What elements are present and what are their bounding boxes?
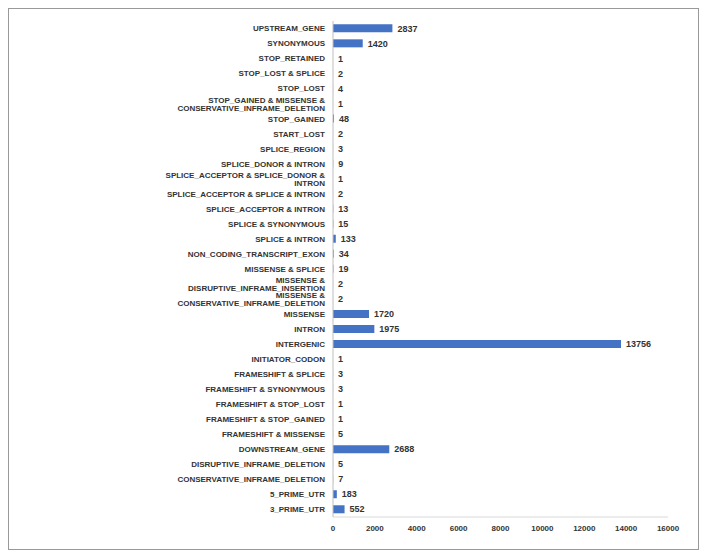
- svg-text:12000: 12000: [573, 524, 596, 533]
- svg-text:STOP_GAINED: STOP_GAINED: [268, 115, 325, 124]
- svg-text:183: 183: [342, 489, 357, 499]
- svg-text:CONSERVATIVE_INFRAME_DELETION: CONSERVATIVE_INFRAME_DELETION: [177, 475, 325, 484]
- svg-text:1: 1: [338, 354, 343, 364]
- svg-text:MISSENSE: MISSENSE: [284, 310, 326, 319]
- svg-text:5_PRIME_UTR: 5_PRIME_UTR: [270, 490, 325, 499]
- svg-text:INITIATOR_CODON: INITIATOR_CODON: [252, 355, 326, 364]
- svg-text:INTRON: INTRON: [294, 325, 325, 334]
- svg-text:2: 2: [338, 294, 343, 304]
- svg-text:133: 133: [341, 234, 356, 244]
- html-text:MISSENSE &: MISSENSE &: [275, 275, 325, 285]
- svg-text:MISSENSE &CONSERVATIVE_INFRAME: MISSENSE &CONSERVATIVE_INFRAME_DELETION: [177, 291, 325, 308]
- svg-text:1720: 1720: [374, 309, 394, 319]
- svg-text:FRAMESHIFT & MISSENSE: FRAMESHIFT & MISSENSE: [222, 430, 326, 439]
- svg-text:3_PRIME_UTR: 3_PRIME_UTR: [270, 505, 325, 514]
- svg-text:SPLICE & INTRON: SPLICE & INTRON: [255, 235, 325, 244]
- svg-text:SPLICE_ACCEPTOR & SPLICE & INT: SPLICE_ACCEPTOR & SPLICE & INTRON: [167, 190, 325, 199]
- svg-text:13: 13: [338, 204, 348, 214]
- svg-text:1420: 1420: [368, 39, 388, 49]
- svg-text:STOP_RETAINED: STOP_RETAINED: [259, 54, 326, 63]
- svg-text:19: 19: [338, 264, 348, 274]
- svg-text:1: 1: [338, 414, 343, 424]
- svg-text:2688: 2688: [394, 444, 414, 454]
- svg-text:1: 1: [338, 54, 343, 64]
- svg-text:3: 3: [338, 369, 343, 379]
- svg-text:2837: 2837: [397, 24, 417, 34]
- svg-text:5: 5: [338, 459, 343, 469]
- svg-text:2: 2: [338, 69, 343, 79]
- svg-text:8000: 8000: [492, 524, 510, 533]
- svg-text:STOP_LOST: STOP_LOST: [278, 84, 326, 93]
- svg-text:FRAMESHIFT & SYNONYMOUS: FRAMESHIFT & SYNONYMOUS: [205, 385, 325, 394]
- svg-text:SPLICE_DONOR & INTRON: SPLICE_DONOR & INTRON: [221, 160, 325, 169]
- svg-text:MISSENSE & SPLICE: MISSENSE & SPLICE: [245, 265, 326, 274]
- svg-text:START_LOST: START_LOST: [273, 130, 325, 139]
- svg-text:STOP_LOST & SPLICE: STOP_LOST & SPLICE: [238, 69, 325, 78]
- svg-text:1: 1: [338, 399, 343, 409]
- svg-text:FRAMESHIFT & SPLICE: FRAMESHIFT & SPLICE: [234, 370, 325, 379]
- svg-text:FRAMESHIFT & STOP_LOST: FRAMESHIFT & STOP_LOST: [216, 400, 325, 409]
- svg-text:1975: 1975: [379, 324, 399, 334]
- svg-text:2: 2: [338, 129, 343, 139]
- svg-text:STOP_GAINED & MISSENSE &CONSER: STOP_GAINED & MISSENSE &CONSERVATIVE_INF…: [177, 96, 325, 113]
- svg-text:1: 1: [338, 174, 343, 184]
- svg-text:552: 552: [350, 504, 365, 514]
- svg-text:2: 2: [338, 279, 343, 289]
- svg-text:14000: 14000: [615, 524, 638, 533]
- svg-text:3: 3: [338, 144, 343, 154]
- svg-text:10000: 10000: [531, 524, 554, 533]
- svg-text:6000: 6000: [450, 524, 468, 533]
- svg-text:7: 7: [338, 474, 343, 484]
- svg-text:SPLICE_ACCEPTOR & INTRON: SPLICE_ACCEPTOR & INTRON: [206, 205, 325, 214]
- svg-text:1: 1: [338, 99, 343, 109]
- svg-text:NON_CODING_TRANSCRIPT_EXON: NON_CODING_TRANSCRIPT_EXON: [188, 250, 326, 259]
- svg-text:34: 34: [339, 249, 349, 259]
- svg-text:SPLICE_ACCEPTOR & SPLICE_DONOR: SPLICE_ACCEPTOR & SPLICE_DONOR &INTRON: [166, 171, 326, 188]
- svg-text:DISRUPTIVE_INFRAME_DELETION: DISRUPTIVE_INFRAME_DELETION: [191, 460, 325, 469]
- svg-text:9: 9: [338, 159, 343, 169]
- svg-text:INTERGENIC: INTERGENIC: [276, 340, 326, 349]
- svg-text:FRAMESHIFT & STOP_GAINED: FRAMESHIFT & STOP_GAINED: [206, 415, 325, 424]
- svg-text:15: 15: [338, 219, 348, 229]
- svg-text:SPLICE_REGION: SPLICE_REGION: [260, 145, 325, 154]
- svg-text:2000: 2000: [366, 524, 384, 533]
- svg-text:4000: 4000: [408, 524, 426, 533]
- svg-text:13756: 13756: [626, 339, 651, 349]
- svg-text:DOWNSTREAM_GENE: DOWNSTREAM_GENE: [239, 445, 326, 454]
- svg-text:2: 2: [338, 189, 343, 199]
- html-text:DISRUPTIVE_INFRAME_INSERTION: DISRUPTIVE_INFRAME_INSERTION: [188, 283, 325, 293]
- svg-text:SYNONYMOUS: SYNONYMOUS: [267, 39, 325, 48]
- svg-text:UPSTREAM_GENE: UPSTREAM_GENE: [253, 24, 326, 33]
- svg-text:48: 48: [339, 114, 349, 124]
- svg-text:0: 0: [331, 524, 336, 533]
- svg-text:SPLICE & SYNONYMOUS: SPLICE & SYNONYMOUS: [228, 220, 326, 229]
- svg-text:3: 3: [338, 384, 343, 394]
- svg-text:4: 4: [338, 84, 343, 94]
- svg-text:5: 5: [338, 429, 343, 439]
- svg-text:16000: 16000: [657, 524, 680, 533]
